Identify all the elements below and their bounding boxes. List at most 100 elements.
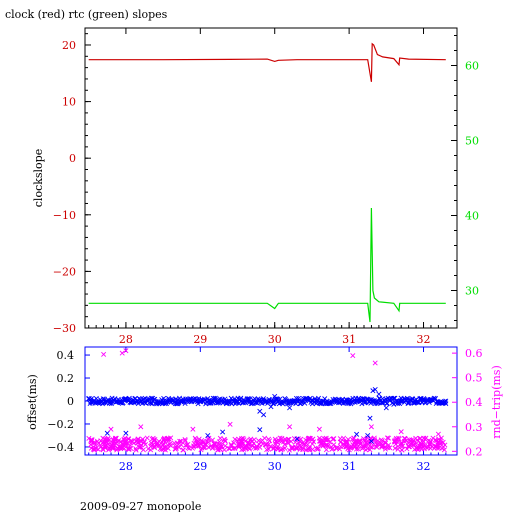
bottom-x-tick-label: 32 [417, 460, 431, 473]
rndtrip-point [126, 436, 132, 442]
rndtrip-point [292, 439, 298, 445]
rndtrip-point [206, 439, 212, 445]
top-y-tick-label: −10 [53, 209, 76, 222]
rndtrip-point [368, 440, 374, 446]
bottom-y2-tick-label: 0.5 [465, 372, 483, 385]
chart-title: clock (red) rtc (green) slopes [5, 8, 168, 21]
top-x-ticks: 28 29 30 31 32 [88, 28, 447, 346]
offset-point [104, 430, 110, 436]
rndtrip-point [438, 435, 444, 441]
offset-point [257, 427, 263, 433]
rndtrip-point [221, 447, 227, 453]
offset-point [220, 429, 226, 435]
clock-slope-line [88, 42, 446, 82]
rndtrip-point [144, 435, 150, 441]
offset-point [234, 398, 241, 404]
rndtrip-point [307, 447, 313, 453]
offset-point [126, 395, 132, 401]
offset-point [391, 401, 397, 407]
offset-point [367, 415, 373, 421]
bottom-y2-ticks: 0.2 0.3 0.4 0.5 0.6 [452, 347, 483, 458]
rndtrip-point [126, 446, 132, 453]
rndtrip-point [439, 445, 445, 451]
rndtrip-point [102, 436, 108, 442]
rndtrip-point [289, 444, 295, 450]
rndtrip-point [273, 438, 279, 444]
rndtrip-point [257, 444, 263, 450]
offset-point [361, 396, 367, 402]
top-series [88, 42, 446, 323]
rndtrip-point [266, 446, 272, 452]
rndtrip-point [189, 445, 196, 451]
rndtrip-point [232, 445, 238, 452]
rndtrip-point [222, 438, 228, 444]
rndtrip-point [431, 445, 437, 451]
rndtrip-point [398, 440, 405, 446]
rndtrip-point [258, 438, 264, 444]
rndtrip-point [368, 424, 374, 430]
rtc-slope-line [88, 207, 446, 323]
rndtrip-point [357, 438, 363, 444]
rndtrip-point [338, 443, 344, 450]
top-y-tick-label: 10 [62, 96, 76, 109]
rndtrip-point [196, 443, 202, 449]
rndtrip-point [352, 438, 358, 444]
offset-point [212, 397, 218, 403]
rndtrip-point [123, 444, 129, 450]
rndtrip-point [209, 437, 216, 443]
rndtrip-point [441, 447, 447, 453]
offset-point [108, 398, 114, 404]
rndtrip-point [271, 445, 277, 451]
offset-point [123, 397, 129, 403]
offset-point [309, 397, 315, 403]
offset-point [86, 396, 92, 402]
top-y-tick-label: −20 [53, 265, 76, 278]
rndtrip-point [88, 442, 94, 448]
offset-point [398, 398, 404, 404]
rndtrip-point [423, 444, 429, 450]
rndtrip-point [271, 444, 277, 450]
rndtrip-point [378, 437, 384, 443]
offset-point [368, 438, 374, 444]
rndtrip-point [435, 431, 441, 437]
rndtrip-point [191, 440, 197, 446]
rndtrip-point [108, 426, 114, 432]
bottom-x-tick-label: 29 [193, 460, 207, 473]
rndtrip-point [402, 435, 408, 441]
rndtrip-point [360, 443, 366, 449]
rndtrip-point [121, 436, 127, 442]
rndtrip-point [127, 442, 133, 448]
rndtrip-point [235, 438, 241, 444]
rndtrip-point [246, 441, 252, 447]
bottom-y-tick-label: 0 [67, 395, 74, 408]
rndtrip-point [373, 443, 379, 449]
rndtrip-point [414, 437, 420, 443]
rndtrip-point [106, 437, 112, 443]
rndtrip-point [419, 446, 425, 452]
rndtrip-point [387, 445, 393, 451]
bottom-y2-tick-label: 0.4 [465, 396, 483, 409]
rndtrip-point [200, 439, 206, 445]
bottom-panel: offset(ms) rnd−trip(ms) 28 29 30 31 32 −0.4−… [26, 346, 503, 473]
rndtrip-point [267, 438, 273, 444]
bottom-y-tick-label: −0.4 [47, 441, 74, 454]
rndtrip-point [133, 446, 139, 452]
rndtrip-point [230, 445, 236, 452]
rndtrip-point [94, 438, 100, 444]
rndtrip-point [228, 441, 234, 448]
rndtrip-point [323, 435, 329, 441]
rndtrip-point [138, 424, 144, 430]
offset-point [145, 398, 151, 404]
rndtrip-point [421, 435, 427, 441]
offset-point [411, 400, 417, 406]
rndtrip-point [239, 441, 245, 447]
rndtrip-point [115, 445, 121, 451]
rndtrip-point [134, 440, 141, 446]
rndtrip-point [180, 447, 186, 453]
offset-point [420, 398, 427, 404]
rndtrip-point [300, 447, 306, 453]
bottom-y2-tick-label: 0.6 [465, 347, 483, 360]
bottom-y-ticks: −0.4 −0.2 0 0.2 0.4 [47, 349, 90, 454]
rndtrip-point [263, 442, 269, 448]
offset-point [370, 398, 376, 404]
